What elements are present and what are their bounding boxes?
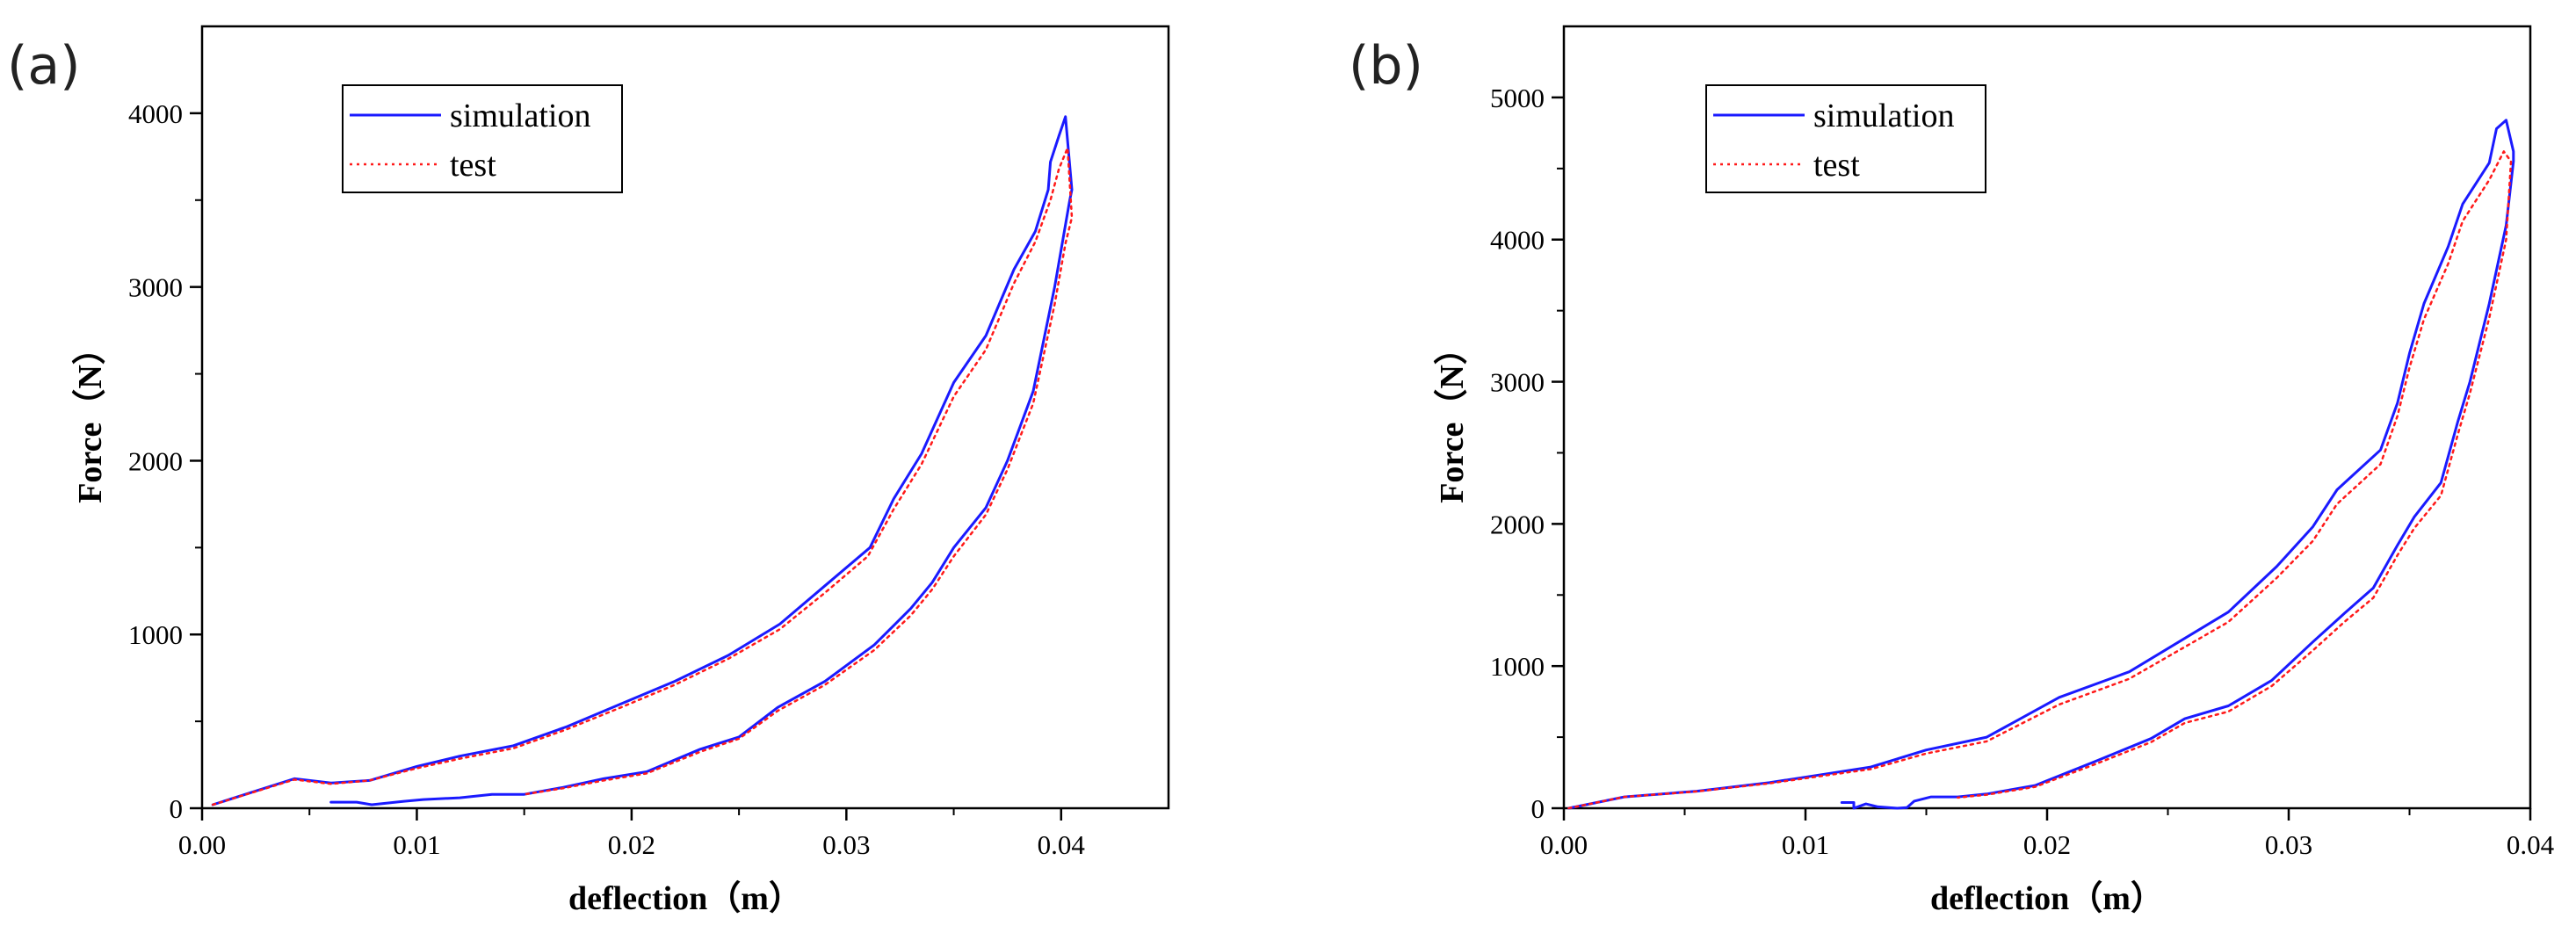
chart-b-y-tick-label: 5000 [1490,83,1545,113]
chart-a-legend: simulation test [342,84,623,193]
chart-a-x-tick-label: 0.00 [178,829,226,860]
chart-a-y-tick-label: 2000 [128,445,183,476]
chart-b-y-tick-label: 2000 [1490,509,1545,539]
chart-b-y-tick-label: 0 [1531,793,1545,824]
chart-a-series-simulation [211,115,1074,806]
chart-b-x-tick-label: 0.02 [2023,829,2071,860]
chart-a-x-tick-label: 0.03 [822,829,870,860]
chart-a-y-tick-label: 4000 [128,98,183,129]
chart-b-series-test [1567,150,2513,810]
chart-a: (a) 0.00 0.01 0.02 0.03 0.04 0 1000 2000 3000 4000… [7,25,1170,917]
chart-b: (b) 0.00 0.01 0.02 0.03 0.04 0 1000 2000 3000 4000… [1349,25,2555,917]
chart-b-y-tick-label: 3000 [1490,367,1545,398]
chart-b-y-tick-label: 4000 [1490,225,1545,256]
chart-b-legend: simulation test [1705,84,1986,193]
chart-a-plot-frame [200,25,1170,810]
chart-b-series-simulation [1567,119,2515,810]
chart-a-y-tick-label: 3000 [128,272,183,303]
chart-a-y-tick-label: 0 [170,793,184,824]
chart-a-x-tick-label: 0.02 [608,829,655,860]
chart-a-legend-label-simulation: simulation [450,98,590,134]
chart-b-x-tick-label: 0.04 [2507,829,2555,860]
chart-a-legend-label-test: test [450,147,496,184]
chart-b-y-tick-label: 1000 [1490,651,1545,682]
chart-a-y-tick-label: 1000 [128,619,183,650]
chart-b-x-axis-title: deflection（m） [1930,880,2164,917]
chart-b-legend-box [1705,84,1986,193]
chart-b-panel-label: (b) [1349,35,1423,97]
chart-a-x-tick-label: 0.01 [393,829,440,860]
chart-b-x-tick-label: 0.01 [1782,829,1829,860]
chart-a-legend-box [342,84,623,193]
chart-a-y-axis-title: Force（N） [72,331,109,503]
chart-a-panel-label: (a) [7,35,81,97]
chart-a-x-axis-title: deflection（m） [568,880,802,917]
chart-b-legend-label-simulation: simulation [1813,98,1954,134]
chart-a-series-test [211,147,1074,806]
chart-b-legend-label-test: test [1813,147,1860,184]
chart-b-x-tick-label: 0.00 [1540,829,1588,860]
chart-b-x-tick-label: 0.03 [2265,829,2312,860]
chart-a-x-tick-label: 0.04 [1038,829,1086,860]
chart-b-y-axis-title: Force（N） [1434,331,1471,503]
